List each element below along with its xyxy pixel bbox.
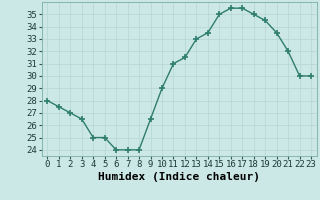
X-axis label: Humidex (Indice chaleur): Humidex (Indice chaleur) [98, 172, 260, 182]
